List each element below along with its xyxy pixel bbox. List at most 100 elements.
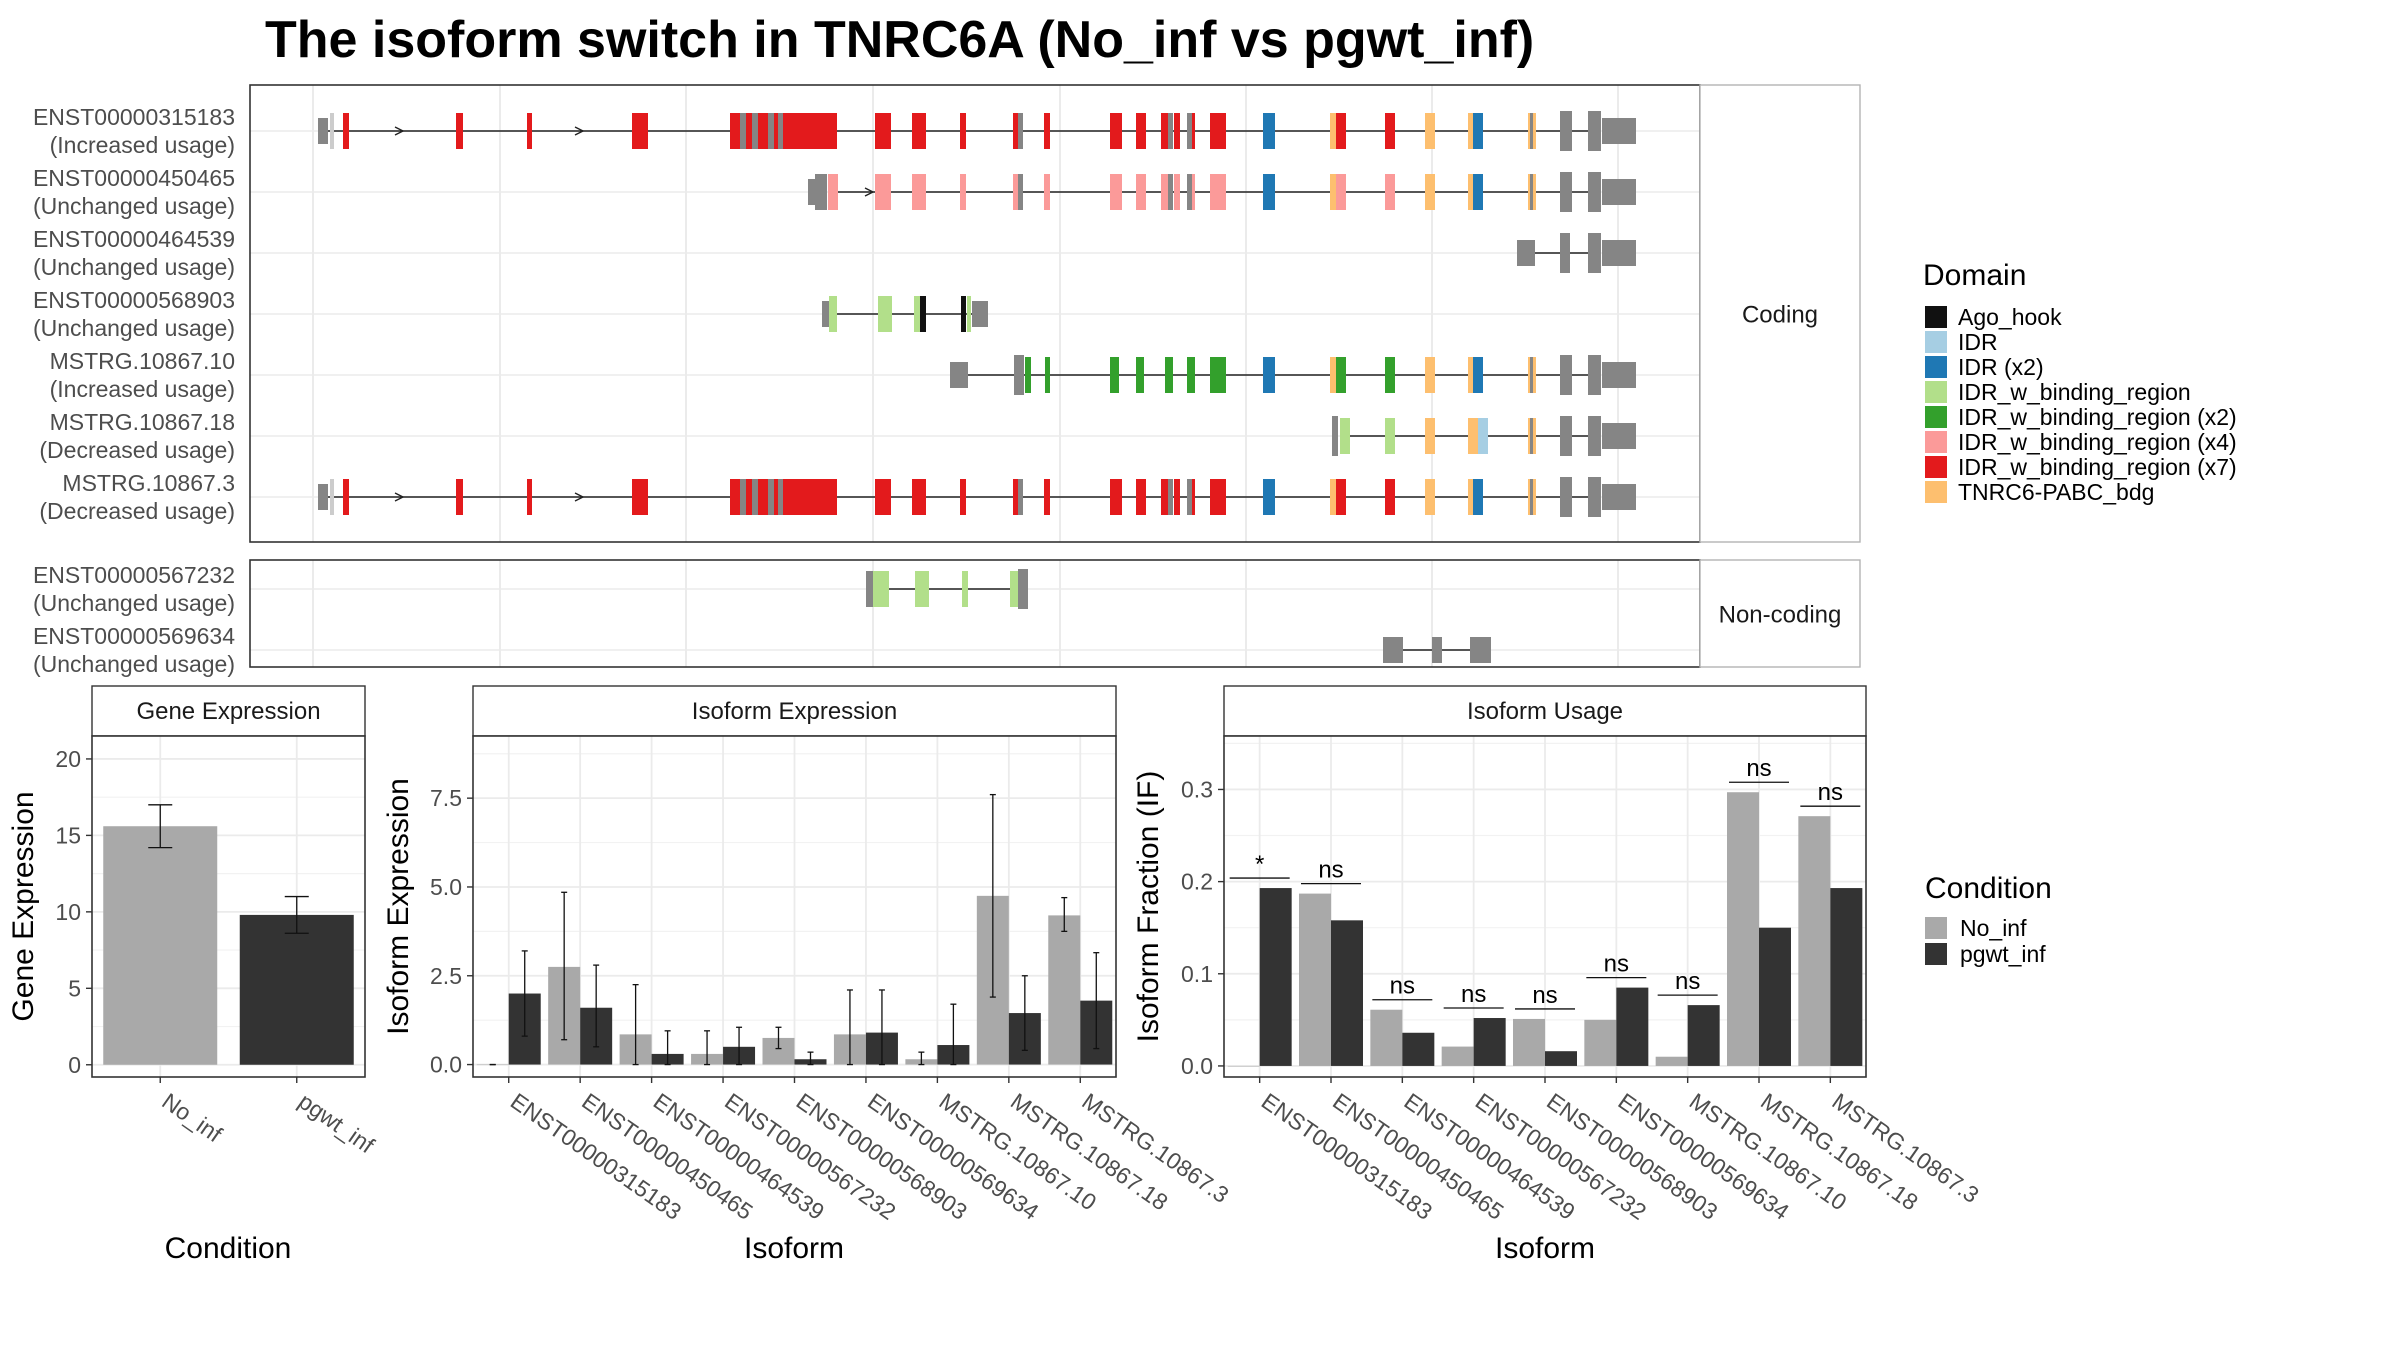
domain-legend-label: IDR_w_binding_region (x4) (1958, 429, 2237, 455)
exon-block (1187, 357, 1195, 393)
exon-block (1210, 479, 1226, 515)
domain-legend-label: TNRC6-PABC_bdg (1958, 479, 2154, 505)
exon-block (912, 113, 926, 149)
exon-block (878, 296, 892, 332)
exon-block (1385, 418, 1395, 454)
exon-block (920, 296, 926, 332)
exon-block (1025, 357, 1031, 393)
exon-block (1010, 571, 1018, 607)
exon-block (1168, 113, 1173, 149)
utr-block (1602, 179, 1636, 205)
utr-block (866, 571, 874, 607)
y-tick-label: 0.3 (1181, 776, 1213, 802)
bar (1616, 987, 1649, 1066)
utr-block (1588, 233, 1601, 273)
exon-block (1530, 418, 1533, 454)
significance-label: ns (1461, 981, 1486, 1008)
domain-legend-label: IDR (x2) (1958, 354, 2044, 380)
domain-legend-label: IDR (1958, 329, 1998, 355)
exon-block (456, 479, 463, 515)
domain-legend-label: Ago_hook (1958, 304, 2062, 330)
exon-block (1174, 479, 1180, 515)
exon-block (1425, 174, 1435, 210)
condition-legend-label: pgwt_inf (1960, 941, 2046, 967)
exon-block (1530, 479, 1533, 515)
exon-block (829, 296, 837, 332)
utr-block (318, 484, 328, 510)
strand-arrow (574, 126, 585, 136)
exon-block (1190, 479, 1195, 515)
utr-block (1014, 355, 1024, 395)
utr-block (1602, 362, 1636, 388)
bar (1687, 1005, 1720, 1066)
exon-block (768, 113, 774, 149)
exon-block (1044, 113, 1050, 149)
exon-block (1330, 479, 1338, 515)
utr-block (1602, 118, 1636, 144)
utr-block (1470, 637, 1491, 663)
exon-block (912, 479, 926, 515)
exon-block (778, 113, 783, 149)
exon-block (1473, 174, 1483, 210)
bar (1727, 792, 1759, 1066)
coding-panel-strip-label: Coding (1742, 302, 1818, 329)
exon-block (912, 174, 926, 210)
exon-block (873, 571, 889, 607)
bar (239, 914, 354, 1065)
exon-block (1161, 113, 1169, 149)
exon-block (778, 479, 783, 515)
exon-block (828, 174, 838, 210)
exon-block (1018, 174, 1023, 210)
exon-block (967, 296, 971, 332)
utr-block (1560, 477, 1572, 517)
exon-block (1263, 357, 1275, 393)
significance-label: ns (1675, 968, 1700, 995)
exon-block (1110, 357, 1119, 393)
bar (1227, 1065, 1260, 1067)
exon-block (730, 113, 837, 149)
bar (1441, 1046, 1474, 1066)
isoform-expression-panel: Isoform Expression0.02.55.07.5ENST000003… (382, 685, 1234, 1265)
exon-block (960, 479, 966, 515)
utr-block (1602, 423, 1636, 449)
transcript-status-label: (Decreased usage) (39, 498, 235, 524)
exon-block (1336, 479, 1346, 515)
figure-title: The isoform switch in TNRC6A (No_inf vs … (265, 11, 1534, 69)
exon-block (960, 174, 966, 210)
condition-legend-key (1925, 917, 1947, 939)
exon-block (1161, 479, 1169, 515)
utr-block (1432, 637, 1442, 663)
exon-block (740, 479, 746, 515)
y-tick-label: 0.2 (1181, 869, 1213, 895)
exon-block (1018, 113, 1023, 149)
significance-label: ns (1818, 779, 1843, 806)
exon-block (1187, 113, 1192, 149)
coding-panel-strip (1699, 84, 1861, 543)
noncoding-panel-strip-label: Non-coding (1719, 602, 1842, 629)
transcript-status-label: (Increased usage) (50, 132, 235, 158)
panel-strip (91, 685, 366, 737)
utr-block (1560, 172, 1572, 212)
bar (1048, 915, 1081, 1065)
y-tick-label: 5.0 (430, 874, 462, 900)
exon-block (1136, 113, 1146, 149)
exon-block (343, 479, 349, 515)
exon-block (1263, 113, 1275, 149)
exon-block (1530, 357, 1533, 393)
exon-block (875, 113, 891, 149)
transcript-status-label: (Unchanged usage) (33, 590, 235, 616)
panel-title: Isoform Expression (692, 698, 897, 725)
exon-block (1174, 113, 1180, 149)
strand-arrow (574, 492, 585, 502)
y-tick-label: 10 (55, 899, 81, 925)
exon-block (1165, 357, 1173, 393)
significance-label: ns (1532, 982, 1557, 1009)
domain-legend-title: Domain (1923, 259, 2026, 292)
exon-block (1210, 357, 1226, 393)
exon-block (1530, 113, 1533, 149)
transcript-id-label: ENST00000450465 (33, 165, 235, 191)
bar (1259, 888, 1292, 1066)
bar (1402, 1032, 1435, 1066)
exon-block (961, 296, 966, 332)
